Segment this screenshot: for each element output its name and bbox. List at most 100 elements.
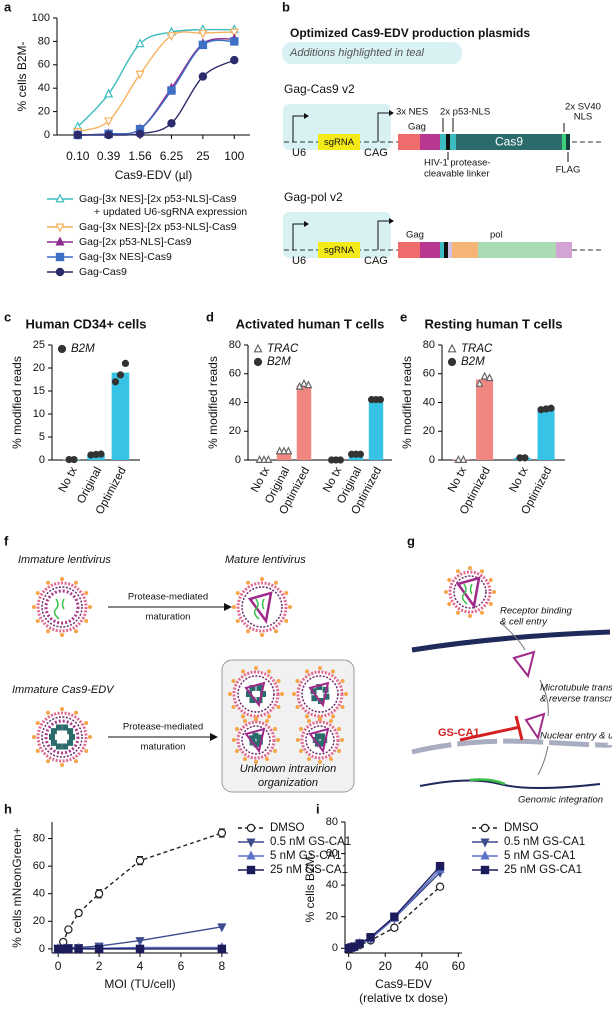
capsid bbox=[308, 681, 330, 708]
integrated-dna bbox=[469, 778, 506, 786]
cas9 bbox=[316, 684, 323, 691]
spike bbox=[331, 669, 335, 674]
legend-label: B2M bbox=[71, 343, 95, 355]
legend-label: 25 nM GS-CA1 bbox=[504, 864, 582, 876]
y-axis-label: % modified reads bbox=[206, 356, 220, 449]
segment-label: pol bbox=[490, 230, 503, 241]
spike bbox=[447, 578, 452, 582]
x-tick-label: 0.39 bbox=[97, 149, 121, 163]
spike bbox=[307, 757, 311, 762]
spike bbox=[84, 619, 89, 623]
capsid bbox=[244, 727, 266, 754]
spike bbox=[340, 705, 345, 709]
legend-marker bbox=[57, 344, 67, 354]
panel-label: e bbox=[400, 309, 407, 324]
spike bbox=[444, 590, 448, 594]
cas9 bbox=[249, 697, 256, 704]
marker bbox=[135, 38, 145, 48]
cas9 bbox=[246, 691, 252, 697]
spike bbox=[276, 738, 280, 742]
x-axis-label: MOI (TU/cell) bbox=[104, 977, 175, 991]
replicate-point bbox=[284, 446, 293, 455]
sgrna-label: sgRNA bbox=[324, 245, 355, 256]
cas9 bbox=[311, 695, 318, 702]
spike bbox=[340, 679, 345, 683]
spike bbox=[235, 591, 240, 595]
spike bbox=[84, 749, 89, 753]
legend-label: 25 nM GS-CA1 bbox=[270, 864, 348, 876]
legend-label: Gag-[3x NES]-[2x p53-NLS]-Cas9 + updated… bbox=[79, 193, 247, 218]
envelope bbox=[453, 575, 487, 609]
promoter-label: CAG bbox=[364, 147, 388, 159]
legend-label: 0.5 nM GS-CA1 bbox=[504, 836, 585, 848]
legend-label: TRAC bbox=[267, 343, 299, 355]
spike bbox=[273, 749, 278, 753]
segment-label: Cas9 bbox=[495, 135, 523, 149]
panel-label: f bbox=[4, 533, 9, 548]
spike bbox=[329, 718, 333, 723]
spike bbox=[267, 669, 271, 674]
y-tick-label: 0 bbox=[44, 129, 50, 141]
y-tick-label: 60 bbox=[423, 368, 435, 380]
gag-box bbox=[440, 242, 444, 258]
linker-box bbox=[446, 134, 450, 150]
replicate-point bbox=[485, 373, 494, 382]
virus bbox=[32, 577, 92, 637]
spike bbox=[267, 714, 271, 719]
cas9 bbox=[256, 684, 263, 691]
spike bbox=[488, 578, 493, 582]
y-tick-label: 20 bbox=[33, 915, 45, 927]
spike bbox=[307, 718, 311, 723]
arrow-head bbox=[210, 733, 218, 741]
envelope bbox=[236, 581, 288, 633]
spike bbox=[265, 757, 269, 762]
spike bbox=[241, 714, 245, 719]
spike bbox=[84, 591, 89, 595]
box-label: organization bbox=[258, 777, 318, 789]
y-tick-label: 80 bbox=[38, 35, 50, 47]
y-tick-label: 0 bbox=[39, 943, 45, 955]
spike bbox=[74, 759, 78, 764]
y-tick-label: 40 bbox=[423, 396, 435, 408]
virus-label: Immature lentivirus bbox=[18, 554, 111, 566]
spike bbox=[447, 602, 452, 606]
chart-title: Human CD34+ cells bbox=[25, 316, 146, 331]
virus bbox=[296, 716, 344, 764]
envelope bbox=[237, 675, 275, 713]
addition-highlight bbox=[283, 104, 391, 150]
spike bbox=[246, 580, 250, 585]
marker bbox=[198, 72, 208, 81]
replicate-point bbox=[356, 450, 364, 458]
spike bbox=[88, 605, 92, 609]
legend-marker bbox=[246, 865, 256, 875]
gag-box bbox=[420, 134, 440, 150]
arrow-head bbox=[389, 110, 394, 116]
gag-layer bbox=[44, 719, 80, 755]
spike bbox=[298, 749, 303, 753]
step-label: Receptor binding bbox=[500, 606, 573, 617]
spike bbox=[318, 760, 322, 764]
replicate-point bbox=[97, 450, 105, 458]
replicate-point bbox=[116, 371, 125, 379]
virus bbox=[232, 716, 280, 764]
marker bbox=[104, 88, 114, 98]
legend-marker bbox=[55, 267, 65, 277]
spike bbox=[74, 710, 78, 715]
y-tick-label: 60 bbox=[229, 368, 241, 380]
x-tick-label: 40 bbox=[415, 959, 429, 973]
capsid bbox=[512, 650, 536, 679]
marker bbox=[135, 944, 145, 954]
x-tick-label: 4 bbox=[137, 959, 144, 973]
legend-marker bbox=[246, 850, 256, 860]
spike bbox=[254, 716, 258, 720]
y-tick-label: 40 bbox=[326, 879, 338, 891]
cell-membrane bbox=[411, 629, 611, 653]
segment-label: FLAG bbox=[556, 165, 581, 176]
y-axis-label: % modified reads bbox=[10, 356, 24, 449]
inhibition-line bbox=[459, 725, 521, 742]
bar bbox=[368, 399, 384, 460]
cas9-box bbox=[456, 134, 562, 150]
y-tick-label: 100 bbox=[32, 12, 50, 24]
spike bbox=[260, 633, 264, 637]
envelope bbox=[241, 725, 271, 755]
